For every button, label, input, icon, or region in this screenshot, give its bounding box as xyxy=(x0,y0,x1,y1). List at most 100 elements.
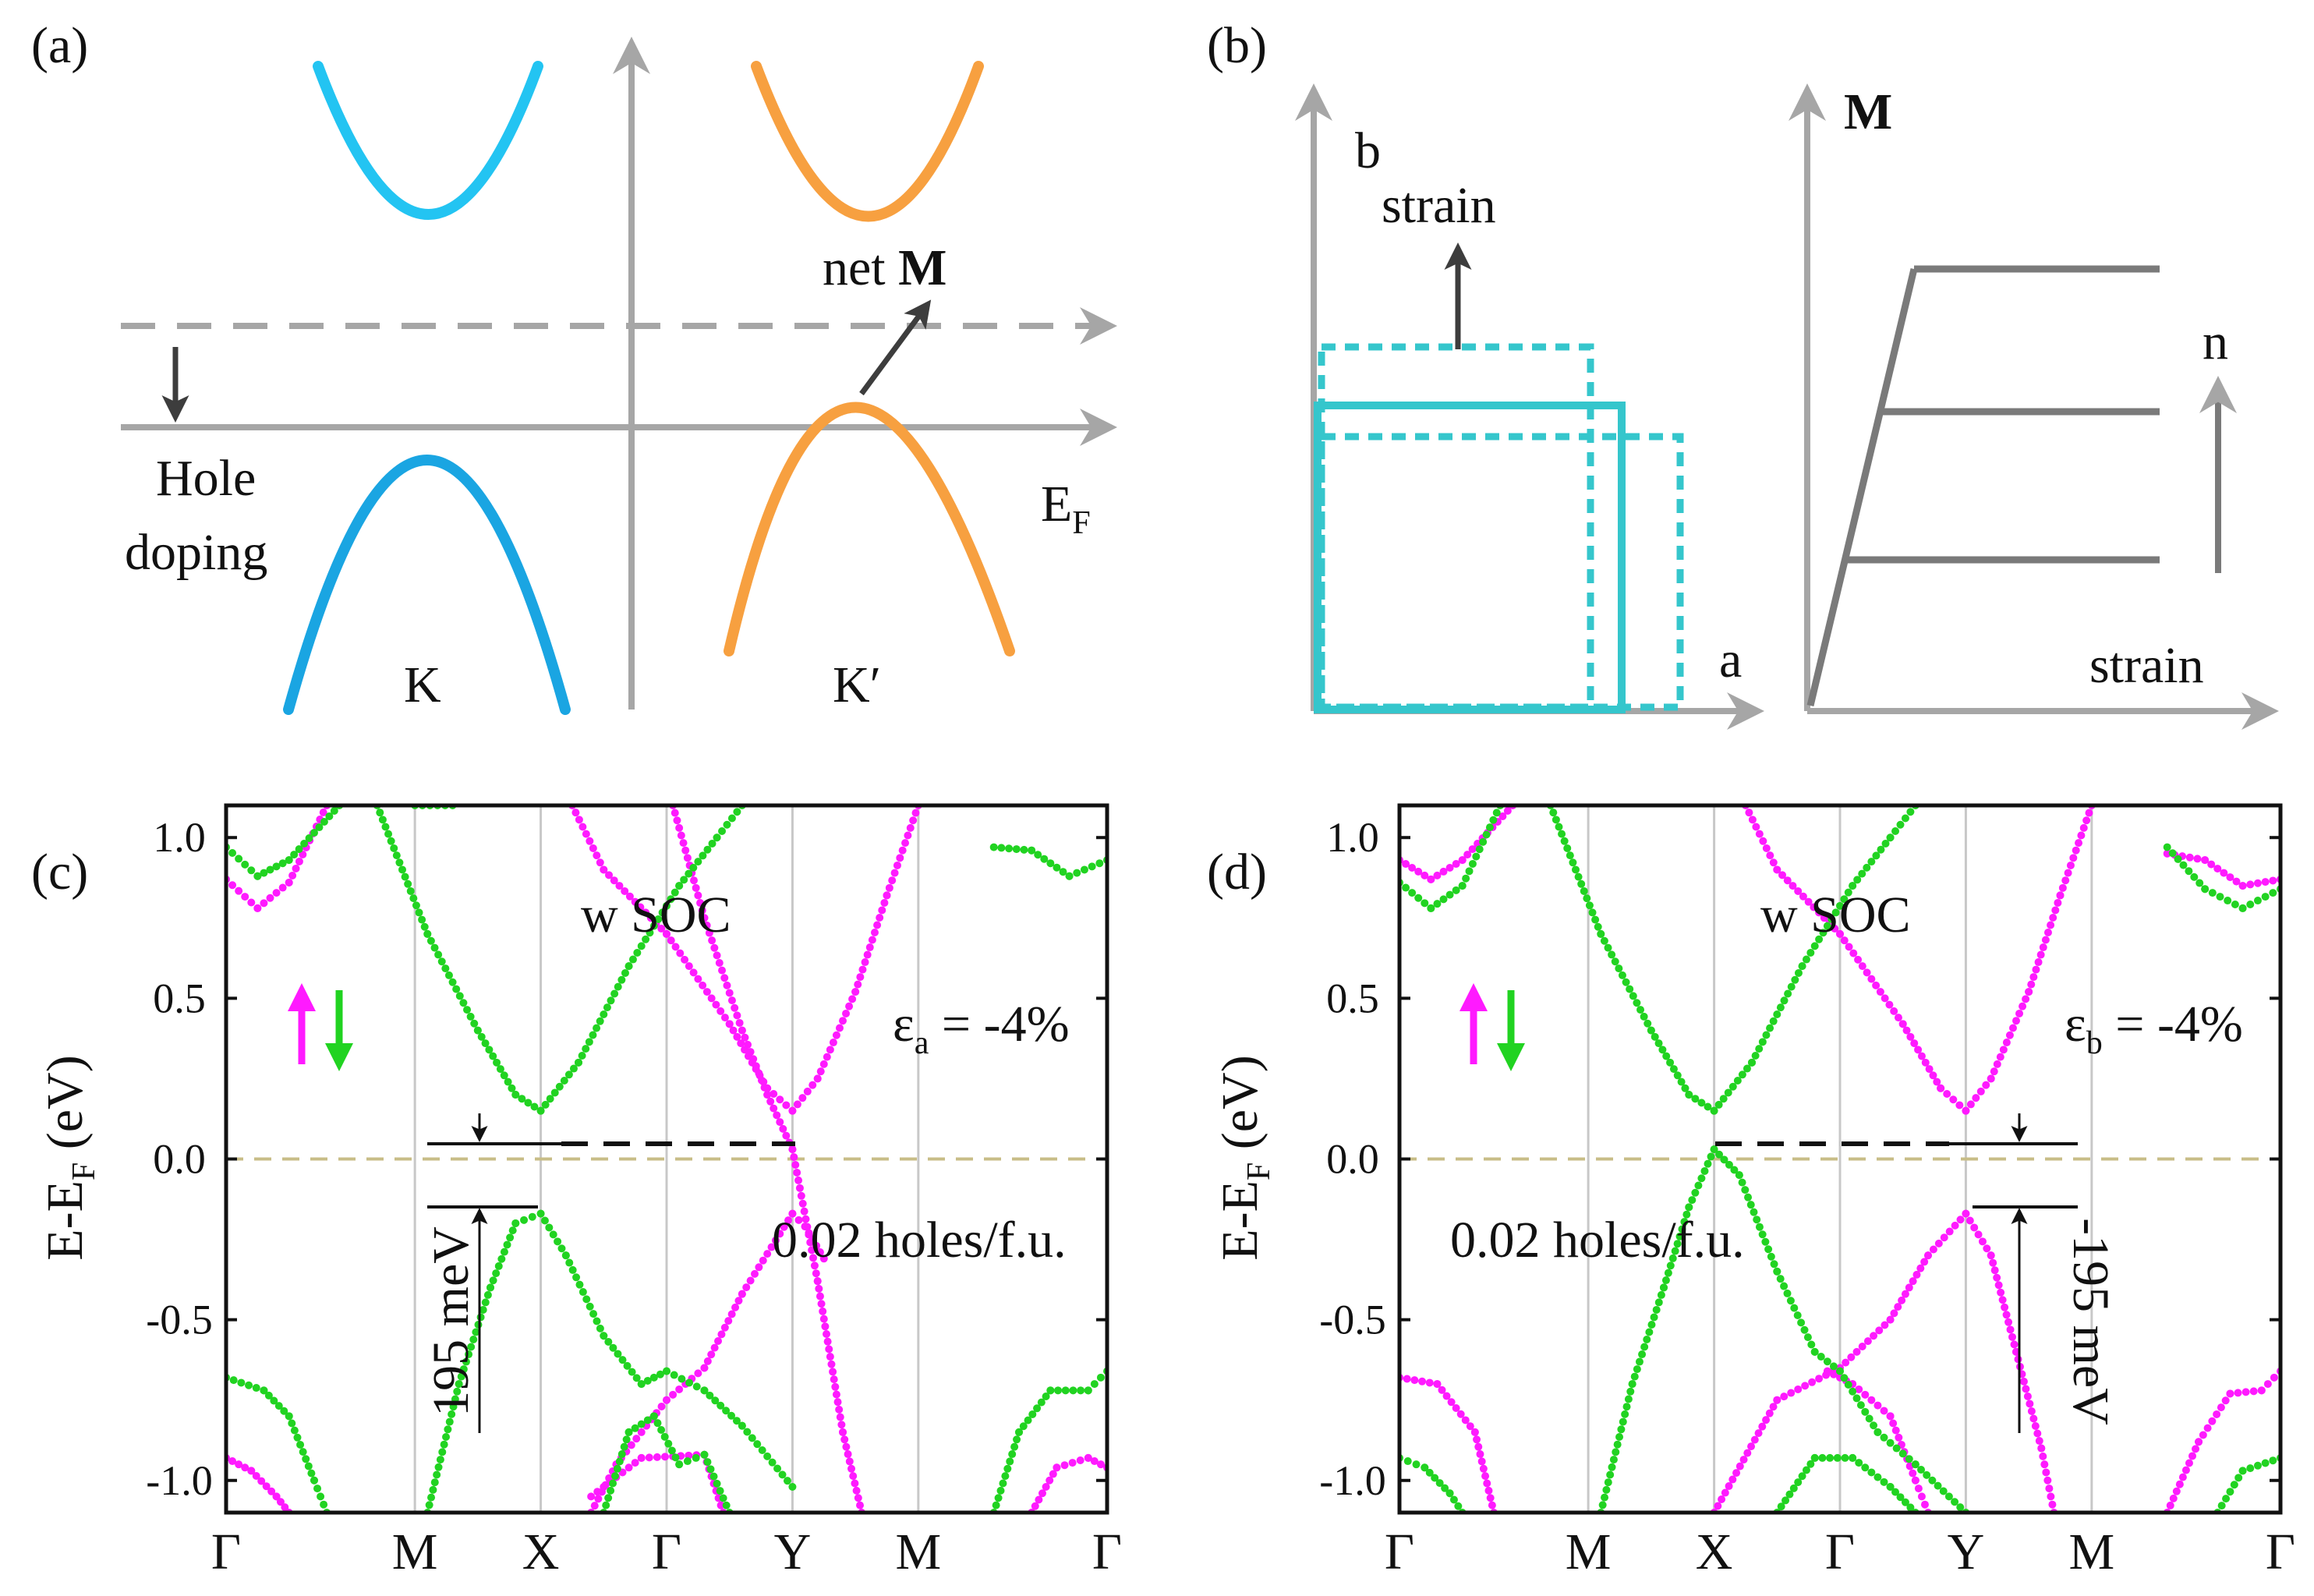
band-point-spin-up xyxy=(746,1048,755,1056)
band-point-spin-down xyxy=(247,866,256,875)
band-point-spin-down xyxy=(1028,1410,1037,1418)
band-point-spin-up xyxy=(253,904,262,912)
band-point-spin-down xyxy=(1572,865,1580,874)
band-point-spin-down xyxy=(1880,1477,1888,1486)
band-point-spin-up xyxy=(1999,1046,2008,1054)
band-point-spin-up xyxy=(801,1215,810,1223)
band-point-spin-down xyxy=(2201,885,2210,894)
gap-label: -195 meV xyxy=(2062,1218,2119,1425)
band-point-spin-up xyxy=(1068,1459,1077,1467)
band-point-spin-up xyxy=(826,1046,834,1054)
band-point-spin-down xyxy=(1755,1223,1764,1231)
band-point-spin-up xyxy=(2056,891,2065,900)
kprime-valence-band xyxy=(724,402,1015,656)
band-point-spin-up xyxy=(1855,1385,1863,1393)
band-point-spin-down xyxy=(1743,1064,1751,1073)
y-tick-label: 0.5 xyxy=(1326,975,1379,1021)
band-point-spin-down xyxy=(434,1463,443,1471)
band-point-spin-up xyxy=(1966,1100,1975,1109)
band-point-spin-down xyxy=(1019,1422,1028,1431)
band-point-spin-up xyxy=(1909,1469,1917,1477)
band-point-spin-up xyxy=(1418,1377,1427,1385)
band-point-spin-down xyxy=(643,1416,652,1424)
band-point-spin-down xyxy=(307,1469,316,1477)
band-point-spin-down xyxy=(1054,1386,1063,1395)
band-point-spin-up xyxy=(727,1310,736,1318)
band-point-spin-up xyxy=(698,906,706,915)
band-point-spin-down xyxy=(1681,1084,1690,1092)
band-point-spin-down xyxy=(1403,1457,1412,1466)
band-point-spin-down xyxy=(315,823,324,832)
band-point-spin-up xyxy=(673,816,681,825)
band-point-spin-down xyxy=(1588,908,1597,917)
band-point-spin-down xyxy=(1746,1201,1755,1209)
band-point-spin-down xyxy=(653,1419,662,1428)
band-point-spin-down xyxy=(409,894,418,903)
band-point-spin-up xyxy=(826,1353,834,1361)
band-point-spin-down xyxy=(1628,1380,1636,1389)
band-point-spin-down xyxy=(610,1472,619,1481)
band-point-spin-down xyxy=(607,996,615,1005)
band-point-spin-up xyxy=(1875,1326,1884,1335)
y-ticks: 1.0 0.5 0.0 -0.5 -1.0 xyxy=(146,814,1107,1504)
band-point-spin-up xyxy=(2075,839,2083,848)
band-point-spin-down xyxy=(994,1494,1003,1502)
band-point-spin-up xyxy=(842,1009,851,1017)
m-axis-label: M xyxy=(1844,83,1892,140)
band-point-spin-down xyxy=(1084,1386,1092,1395)
band-point-spin-down xyxy=(449,1403,458,1411)
band-point-spin-down xyxy=(624,1428,633,1436)
band-point-spin-down xyxy=(1682,1210,1691,1219)
band-point-spin-up xyxy=(2049,913,2057,922)
band-point-spin-down xyxy=(441,964,450,973)
band-point-spin-up xyxy=(710,943,719,952)
band-point-spin-up xyxy=(1873,1401,1882,1410)
band-point-spin-up xyxy=(1890,1007,1898,1015)
band-point-spin-up xyxy=(724,1317,733,1325)
band-point-spin-down xyxy=(1482,830,1491,839)
band-point-spin-down xyxy=(658,908,667,917)
band-point-spin-down xyxy=(2269,1456,2277,1465)
band-point-spin-up xyxy=(288,871,297,879)
band-point-spin-up xyxy=(657,1402,666,1410)
band-point-spin-down xyxy=(996,1486,1005,1495)
band-point-spin-up xyxy=(798,1199,807,1208)
band-point-spin-up xyxy=(800,1207,808,1216)
band-point-spin-up xyxy=(1894,1014,1902,1022)
band-point-spin-up xyxy=(911,809,920,817)
band-point-spin-up xyxy=(816,1292,824,1301)
band-point-spin-down xyxy=(483,1290,492,1299)
band-point-spin-down xyxy=(622,1435,631,1444)
band-point-spin-up xyxy=(1452,860,1460,869)
band-point-spin-up xyxy=(1060,1461,1069,1470)
band-point-spin-up xyxy=(757,1076,766,1085)
band-point-spin-up xyxy=(1929,1071,1937,1080)
band-point-spin-up xyxy=(2072,846,2080,855)
band-point-spin-up xyxy=(858,965,867,974)
band-point-spin-down xyxy=(442,1432,451,1441)
band-point-spin-down xyxy=(1650,1313,1658,1322)
band-point-spin-up xyxy=(766,1097,775,1106)
band-point-spin-up xyxy=(798,1094,807,1102)
strain-label: εa = -4% xyxy=(893,996,1070,1061)
strain-up-label: strain xyxy=(1382,177,1496,234)
band-point-spin-up xyxy=(692,883,700,892)
band-point-spin-up xyxy=(1403,1375,1411,1383)
band-point-spin-up xyxy=(713,951,721,960)
band-point-spin-down xyxy=(429,1485,437,1494)
band-point-spin-down xyxy=(718,826,727,835)
band-point-spin-up xyxy=(2004,1318,2013,1326)
band-point-spin-down xyxy=(1710,1145,1718,1154)
band-point-spin-down xyxy=(716,1401,725,1410)
band-point-spin-down xyxy=(1823,1357,1831,1366)
band-point-spin-down xyxy=(2269,889,2277,897)
band-point-spin-down xyxy=(1673,1071,1682,1080)
band-point-spin-down xyxy=(440,1440,448,1449)
band-point-spin-down xyxy=(618,1356,627,1364)
band-point-spin-up xyxy=(1829,1370,1838,1378)
band-point-spin-up xyxy=(681,955,689,964)
band-point-spin-down xyxy=(1629,992,1637,1000)
band-point-spin-up xyxy=(2041,936,2050,944)
band-point-spin-up xyxy=(1854,955,1863,964)
band-point-spin-down xyxy=(1815,935,1824,943)
